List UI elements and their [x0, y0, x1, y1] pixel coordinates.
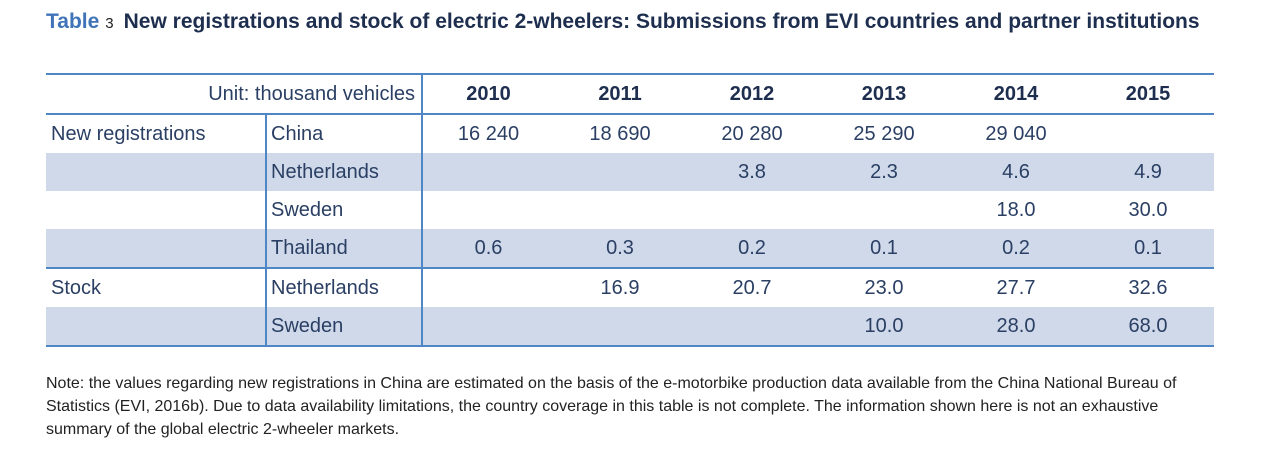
country-cell: China [264, 114, 424, 153]
value-cell [818, 191, 950, 229]
group-spacer [46, 229, 266, 268]
table-row: Netherlands 3.8 2.3 4.6 4.9 [46, 153, 1215, 191]
table-row: Sweden 10.0 28.0 68.0 [46, 307, 1215, 347]
value-cell: 25 290 [853, 122, 915, 145]
country-cell: Thailand [264, 229, 424, 268]
value-cell: 30.0 [1128, 198, 1168, 221]
group-label-new-registrations: New registrations [51, 122, 206, 145]
unit-label: Unit: thousand vehicles [46, 73, 424, 115]
table-row: Sweden 18.0 30.0 [46, 191, 1214, 229]
value-cell: 10.0 [818, 307, 951, 347]
value-cell [686, 191, 818, 229]
value-cell: 4.6 [950, 153, 1083, 191]
group-spacer [46, 153, 266, 191]
value-cell: 28.0 [950, 307, 1083, 347]
value-cell: 3.8 [686, 153, 819, 191]
group-spacer [46, 191, 266, 229]
value-cell: 0.1 [1082, 229, 1215, 268]
value-cell: 32.6 [1082, 267, 1215, 307]
value-cell: 16 240 [457, 122, 520, 145]
table-row: New registrations China 16 240 18 690 20… [46, 114, 1214, 153]
value-cell: 29 040 [985, 122, 1047, 145]
year-header: 2010 [422, 73, 555, 115]
value-cell [422, 153, 555, 191]
value-cell: 27.7 [950, 267, 1083, 307]
header-row: Unit: thousand vehicles 2010 2011 2012 2… [46, 73, 1215, 115]
group-spacer [46, 307, 266, 347]
year-header: 2015 [1082, 73, 1215, 115]
table-note: Note: the values regarding new registrat… [46, 375, 1177, 438]
table-row: Stock Netherlands 16.9 20.7 23.0 27.7 32… [46, 267, 1215, 307]
value-cell: 20.7 [686, 267, 819, 307]
value-cell: 0.1 [818, 229, 951, 268]
value-cell: 0.2 [686, 229, 819, 268]
group-label-stock: Stock [46, 267, 266, 307]
year-header: 2013 [818, 73, 951, 115]
value-cell: 0.6 [422, 229, 555, 268]
value-cell [554, 191, 686, 229]
value-cell: 23.0 [818, 267, 951, 307]
table-caption: Table 3 New registrations and stock of ele… [46, 6, 1246, 39]
value-cell [422, 267, 555, 307]
table-label: Table [46, 10, 100, 33]
table-body: New registrations China 16 240 18 690 20… [46, 114, 1215, 347]
table-title: New registrations and stock of electric … [123, 10, 1200, 33]
year-header: 2011 [554, 73, 687, 115]
value-cell: 16.9 [554, 267, 687, 307]
data-table-container: Unit: thousand vehicles 2010 2011 2012 2… [46, 73, 1215, 347]
value-cell [554, 307, 687, 347]
table-row: Thailand 0.6 0.3 0.2 0.1 0.2 0.1 [46, 229, 1215, 268]
value-cell [422, 191, 554, 229]
value-cell: 18.0 [996, 198, 1036, 221]
value-cell [686, 307, 819, 347]
value-cell: 0.2 [950, 229, 1083, 268]
value-cell: 20 280 [721, 122, 783, 145]
value-cell: 4.9 [1082, 153, 1215, 191]
year-header: 2014 [950, 73, 1083, 115]
country-cell: Netherlands [264, 153, 424, 191]
value-cell: 68.0 [1082, 307, 1215, 347]
value-cell: 0.3 [554, 229, 687, 268]
table-number: 3 [105, 15, 114, 32]
value-cell [554, 153, 687, 191]
data-table: Unit: thousand vehicles 2010 2011 2012 2… [46, 73, 1215, 347]
year-header: 2012 [686, 73, 819, 115]
value-cell [1082, 114, 1214, 153]
country-cell: Sweden [264, 307, 424, 347]
value-cell: 2.3 [818, 153, 951, 191]
value-cell: 18 690 [589, 122, 651, 145]
country-cell: Sweden [264, 191, 424, 229]
country-cell: Netherlands [264, 267, 424, 307]
value-cell [422, 307, 555, 347]
